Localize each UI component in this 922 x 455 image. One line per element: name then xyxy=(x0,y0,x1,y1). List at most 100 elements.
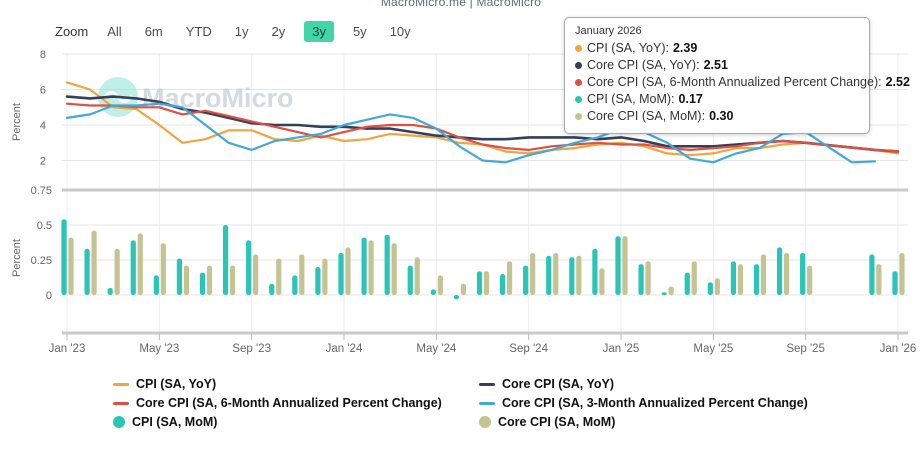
range-button-3y[interactable]: 3y xyxy=(304,21,334,42)
range-button-6m[interactable]: 6m xyxy=(144,24,163,39)
cpi-mom-bar[interactable] xyxy=(246,240,252,295)
core-cpi-mom-bar[interactable] xyxy=(668,286,674,295)
cpi-mom-bar[interactable] xyxy=(384,234,390,295)
core-cpi-mom-bar[interactable] xyxy=(137,233,143,295)
cpi-mom-bar[interactable] xyxy=(315,267,321,295)
cpi-mom-bar[interactable] xyxy=(546,255,552,295)
core-cpi-mom-bar[interactable] xyxy=(737,264,744,295)
core-cpi-mom-bar[interactable] xyxy=(876,264,882,295)
cpi-mom-bar[interactable] xyxy=(869,254,875,295)
core-cpi-mom-bar[interactable] xyxy=(714,278,720,295)
cpi-mom-bar[interactable] xyxy=(476,271,483,295)
range-button-5y[interactable]: 5y xyxy=(352,24,367,39)
cpi-mom-bar[interactable] xyxy=(269,283,275,295)
core-cpi-mom-bar[interactable] xyxy=(645,261,651,295)
legend-item[interactable]: Core CPI (SA, 6-Month Annualized Percent… xyxy=(113,396,479,410)
core-cpi-mom-bar[interactable] xyxy=(368,240,374,295)
tooltip-series-label: CPI (SA, YoY): xyxy=(587,41,669,55)
cpi-mom-bar[interactable] xyxy=(453,295,460,300)
cpi-mom-bar[interactable] xyxy=(753,264,760,295)
range-button-all[interactable]: All xyxy=(107,24,122,39)
line-series-2[interactable] xyxy=(65,102,900,153)
cpi-mom-bar[interactable] xyxy=(222,225,229,295)
cpi-mom-bar[interactable] xyxy=(730,261,737,295)
cpi-mom-bar[interactable] xyxy=(292,275,298,295)
cpi-mom-bar[interactable] xyxy=(499,274,506,295)
core-cpi-mom-bar[interactable] xyxy=(783,253,790,295)
cpi-mom-bar[interactable] xyxy=(684,272,690,295)
range-button-2y[interactable]: 2y xyxy=(271,24,286,39)
range-toolbar: Zoom All 6m YTD 1y 2y 3y 5y 10y xyxy=(55,21,415,42)
cpi-mom-bar[interactable] xyxy=(776,247,783,295)
site-attribution: MacroMicro.me | MacroMicro xyxy=(380,0,542,9)
tooltip-series-label: Core CPI (SA, MoM): xyxy=(587,109,706,123)
range-button-ytd[interactable]: YTD xyxy=(185,24,212,39)
core-cpi-mom-bar[interactable] xyxy=(299,254,305,295)
cpi-mom-bar[interactable] xyxy=(361,237,367,295)
legend-item[interactable]: CPI (SA, YoY) xyxy=(113,377,479,391)
cpi-mom-bar[interactable] xyxy=(130,240,136,295)
core-cpi-mom-bar[interactable] xyxy=(760,254,767,295)
core-cpi-mom-bar[interactable] xyxy=(91,230,97,295)
core-cpi-mom-bar[interactable] xyxy=(322,258,328,295)
cpi-mom-bar[interactable] xyxy=(176,258,183,295)
cpi-mom-bar[interactable] xyxy=(61,219,67,295)
cpi-mom-bar[interactable] xyxy=(892,271,898,295)
legend-item[interactable]: CPI (SA, MoM) xyxy=(113,415,479,429)
core-cpi-mom-bar[interactable] xyxy=(160,243,166,295)
cpi-mom-bar[interactable] xyxy=(800,253,806,295)
range-button-10y[interactable]: 10y xyxy=(389,24,411,39)
core-cpi-mom-bar[interactable] xyxy=(391,243,397,295)
core-cpi-mom-bar[interactable] xyxy=(622,236,628,295)
core-cpi-mom-bar[interactable] xyxy=(437,275,443,295)
core-cpi-mom-bar[interactable] xyxy=(553,253,559,295)
cpi-mom-bar[interactable] xyxy=(153,275,159,295)
cpi-mom-bar[interactable] xyxy=(615,236,621,295)
core-cpi-mom-bar[interactable] xyxy=(530,253,536,295)
core-cpi-mom-bar[interactable] xyxy=(114,248,120,295)
cpi-mom-bar[interactable] xyxy=(199,272,206,295)
cpi-mom-bar[interactable] xyxy=(338,253,344,295)
line-series-0[interactable] xyxy=(65,81,900,157)
legend-label: CPI (SA, YoY) xyxy=(136,377,217,391)
core-cpi-mom-bar[interactable] xyxy=(206,265,213,295)
cpi-mom-bar[interactable] xyxy=(592,248,598,295)
core-cpi-mom-bar[interactable] xyxy=(68,237,74,295)
core-cpi-mom-bar[interactable] xyxy=(576,255,582,295)
core-cpi-mom-bar[interactable] xyxy=(691,261,697,295)
core-cpi-mom-bar[interactable] xyxy=(183,265,190,295)
line-series-3[interactable] xyxy=(65,102,877,164)
core-cpi-mom-bar[interactable] xyxy=(460,283,467,295)
legend-item[interactable]: Core CPI (SA, 3-Month Annualized Percent… xyxy=(479,396,808,410)
core-cpi-mom-bar[interactable] xyxy=(807,265,813,295)
range-button-1y[interactable]: 1y xyxy=(234,24,249,39)
legend-dot-marker xyxy=(113,416,125,428)
cpi-mom-bar[interactable] xyxy=(430,289,436,295)
bottom-y-tick-label: 0.5 xyxy=(37,220,52,232)
legend-item[interactable]: Core CPI (SA, YoY) xyxy=(479,377,808,391)
cpi-mom-bar[interactable] xyxy=(84,248,90,295)
core-cpi-mom-bar[interactable] xyxy=(253,254,259,295)
chart-tooltip: January 2026 CPI (SA, YoY): 2.39 Core CPI … xyxy=(564,17,910,134)
legend-item[interactable]: Core CPI (SA, MoM) xyxy=(479,415,808,429)
cpi-mom-bar[interactable] xyxy=(407,265,413,295)
cpi-mom-bar[interactable] xyxy=(569,257,575,295)
core-cpi-mom-bar[interactable] xyxy=(483,271,490,295)
cpi-mom-bar[interactable] xyxy=(638,264,644,295)
cpi-mom-bar[interactable] xyxy=(107,288,113,295)
core-cpi-mom-bar[interactable] xyxy=(506,261,513,295)
bottom-y-tick-label: 0.25 xyxy=(31,255,52,267)
core-cpi-mom-bar[interactable] xyxy=(345,247,351,295)
core-cpi-mom-bar[interactable] xyxy=(276,258,282,295)
tooltip-series-value: 0.17 xyxy=(678,92,703,106)
x-tick-label: May '24 xyxy=(416,343,457,355)
cpi-mom-bar[interactable] xyxy=(523,265,529,295)
core-cpi-mom-bar[interactable] xyxy=(899,253,905,295)
cpi-mom-bar[interactable] xyxy=(661,292,667,295)
core-cpi-mom-bar[interactable] xyxy=(599,268,605,295)
cpi-mom-bar[interactable] xyxy=(707,282,713,295)
x-tick-label: Jan '26 xyxy=(880,343,917,355)
top-y-tick-label: 4 xyxy=(40,120,46,132)
core-cpi-mom-bar[interactable] xyxy=(414,257,420,295)
core-cpi-mom-bar[interactable] xyxy=(229,265,236,295)
